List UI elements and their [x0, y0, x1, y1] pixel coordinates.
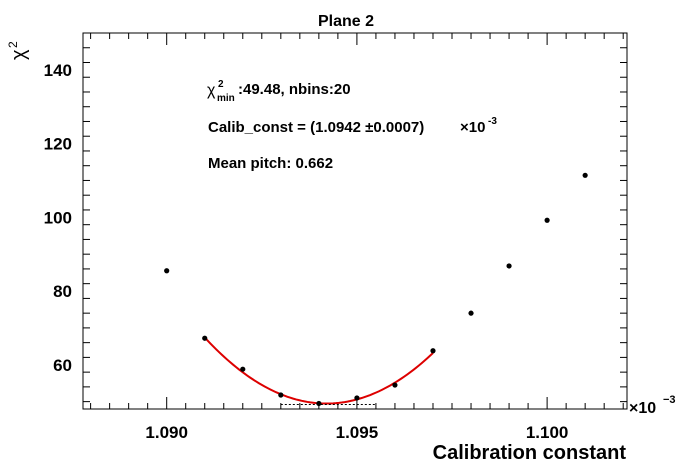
axis-ticks	[83, 32, 627, 409]
data-point	[392, 382, 398, 388]
chart-title: Plane 2	[318, 13, 374, 30]
calib-exp: -3	[488, 116, 497, 127]
y-tick-label: 140	[44, 61, 72, 80]
y-axis-exp: 2	[6, 41, 20, 48]
x-axis-title: Calibration constant	[433, 442, 627, 464]
annotation-chi2: χ 2 min :49.48, nbins:20	[207, 79, 351, 104]
mean-pitch: Mean pitch: 0.662	[208, 155, 333, 172]
chi-sub: min	[217, 93, 235, 104]
data-point	[582, 172, 588, 178]
x-tick-label: 1.095	[336, 423, 379, 442]
data-point	[354, 395, 360, 401]
data-point	[468, 310, 474, 316]
data-point	[316, 400, 322, 407]
x-multiplier-exp: −3	[663, 394, 676, 406]
data-point	[278, 392, 284, 398]
x-tick-label: 1.090	[145, 423, 188, 442]
data-point	[506, 263, 512, 269]
chi-sup: 2	[218, 79, 224, 90]
y-tick-label: 60	[53, 356, 72, 375]
x-multiplier-base: ×10	[629, 400, 656, 417]
x-tick-label: 1.100	[526, 423, 569, 442]
calib-times: ×10	[460, 119, 485, 136]
data-point	[202, 335, 208, 341]
data-points	[164, 172, 588, 407]
x-multiplier: ×10 −3	[629, 394, 676, 417]
data-point	[544, 217, 550, 223]
fit-layer	[203, 336, 434, 406]
y-tick-label: 120	[44, 135, 72, 154]
y-tick-label: 100	[44, 208, 72, 227]
y-axis-title: χ 2	[6, 41, 30, 60]
data-point	[430, 348, 436, 354]
annotation-calib: Calib_const = (1.0942 ±0.0007) ×10 -3	[208, 116, 497, 136]
tick-labels: 1.090 1.095 1.100 60 80 100 120 140	[44, 61, 569, 442]
fit-curve	[203, 336, 434, 405]
plot-frame	[82, 32, 628, 410]
y-tick-label: 80	[53, 282, 72, 301]
data-point	[240, 366, 246, 372]
chi-value: :49.48, nbins:20	[238, 81, 351, 98]
calib-text: Calib_const = (1.0942 ±0.0007)	[208, 119, 424, 136]
data-point	[164, 268, 170, 274]
y-axis-symbol: χ	[8, 49, 30, 60]
chi-symbol: χ	[207, 82, 216, 99]
